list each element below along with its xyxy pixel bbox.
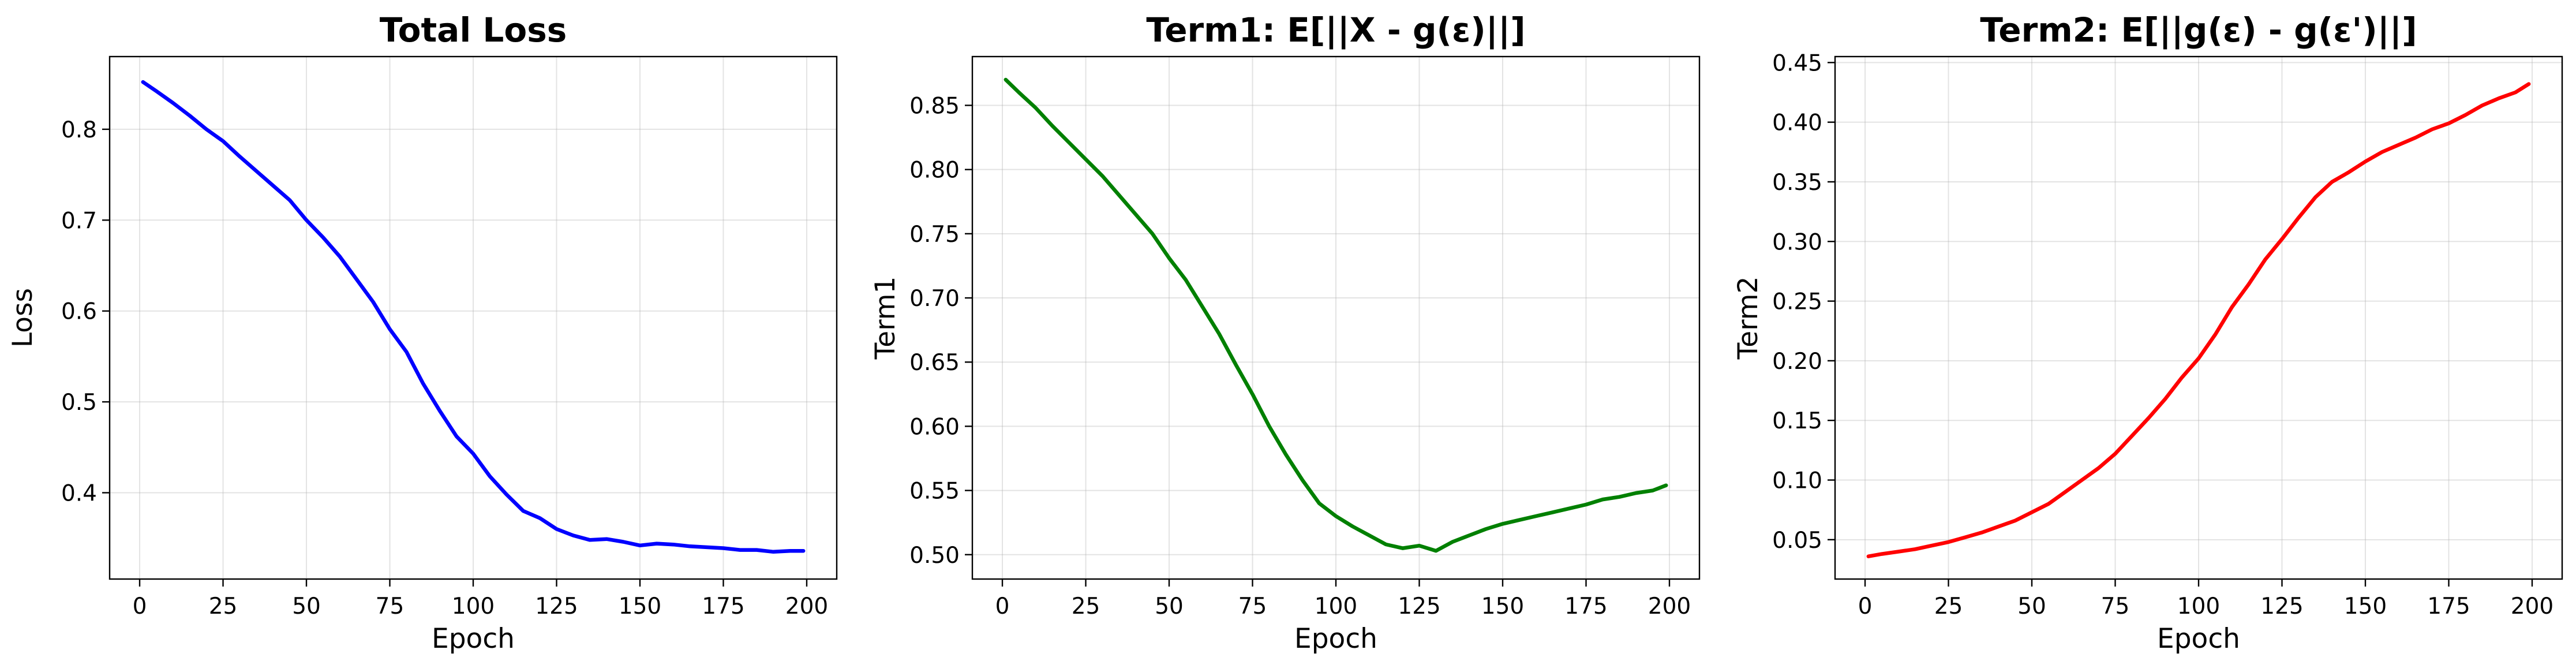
y-tick-label: 0.05 bbox=[1772, 528, 1822, 554]
y-axis-label: Term2 bbox=[1732, 277, 1764, 360]
x-tick-label: 75 bbox=[1238, 593, 1267, 619]
y-tick-label: 0.30 bbox=[1772, 229, 1822, 255]
y-tick-label: 0.45 bbox=[1772, 50, 1822, 76]
y-tick-label: 0.60 bbox=[909, 414, 960, 440]
x-tick-label: 25 bbox=[1934, 593, 1963, 619]
x-tick-label: 0 bbox=[1858, 593, 1873, 619]
x-tick-label: 150 bbox=[619, 593, 661, 619]
x-tick-label: 125 bbox=[535, 593, 578, 619]
x-axis-label: Epoch bbox=[2157, 623, 2240, 655]
y-tick-label: 0.8 bbox=[61, 117, 97, 143]
chart-title: Term1: E[||X - g(ε)||] bbox=[1146, 10, 1525, 50]
y-tick-label: 0.6 bbox=[61, 299, 97, 325]
x-tick-label: 150 bbox=[2344, 593, 2387, 619]
y-tick-label: 0.4 bbox=[61, 480, 97, 506]
x-tick-label: 100 bbox=[452, 593, 495, 619]
plot-frame bbox=[108, 55, 838, 580]
chart-title: Total Loss bbox=[380, 10, 567, 50]
y-tick-label: 0.75 bbox=[909, 222, 960, 248]
x-tick-label: 75 bbox=[376, 593, 405, 619]
y-axis-label: Term1 bbox=[870, 277, 901, 360]
y-tick-label: 0.10 bbox=[1772, 468, 1822, 494]
x-tick-label: 0 bbox=[995, 593, 1010, 619]
chart-panel-1: 0 25 50 75 100 125 150 175 200 0.4 0.5 0.6 0.7 0.8 Tot… bbox=[7, 10, 838, 655]
y-tick-label: 0.50 bbox=[909, 543, 960, 569]
y-tick-label: 0.40 bbox=[1772, 110, 1822, 136]
x-tick-label: 50 bbox=[292, 593, 321, 619]
y-tick-label: 0.65 bbox=[909, 350, 960, 376]
x-tick-label: 0 bbox=[133, 593, 147, 619]
x-tick-label: 175 bbox=[1564, 593, 1607, 619]
series-line-1 bbox=[141, 80, 806, 554]
x-tick-label: 200 bbox=[785, 593, 828, 619]
x-tick-label: 125 bbox=[1398, 593, 1440, 619]
y-tick-label: 0.15 bbox=[1772, 408, 1822, 434]
x-tick-label: 200 bbox=[2511, 593, 2553, 619]
y-tick-label: 0.7 bbox=[61, 208, 97, 234]
x-tick-label: 75 bbox=[2101, 593, 2130, 619]
x-tick-label: 50 bbox=[2017, 593, 2046, 619]
series-line-1 bbox=[1004, 77, 1668, 553]
y-axis-label: Loss bbox=[7, 288, 39, 348]
y-tick-label: 0.85 bbox=[909, 93, 960, 119]
x-tick-label: 175 bbox=[702, 593, 744, 619]
x-tick-label: 25 bbox=[209, 593, 238, 619]
x-tick-label: 175 bbox=[2427, 593, 2470, 619]
y-tick-label: 0.25 bbox=[1772, 289, 1822, 315]
plot-frame bbox=[1834, 55, 2563, 580]
x-tick-label: 150 bbox=[1481, 593, 1524, 619]
x-tick-label: 200 bbox=[1648, 593, 1691, 619]
chart-title: Term2: E[||g(ε) - g(ε')||] bbox=[1980, 10, 2417, 50]
y-tick-label: 0.70 bbox=[909, 286, 960, 312]
x-tick-label: 25 bbox=[1072, 593, 1100, 619]
chart-panel-2: 0 25 50 75 100 125 150 175 200 0.50 0.55 0.60 0.65 0.… bbox=[870, 10, 1701, 655]
x-tick-label: 100 bbox=[1315, 593, 1357, 619]
y-tick-label: 0.20 bbox=[1772, 349, 1822, 375]
y-tick-label: 0.80 bbox=[909, 158, 960, 184]
y-tick-label: 0.35 bbox=[1772, 170, 1822, 196]
plot-frame bbox=[971, 55, 1701, 580]
series-line-1 bbox=[1866, 82, 2531, 558]
x-axis-label: Epoch bbox=[1294, 623, 1377, 655]
y-tick-label: 0.55 bbox=[909, 479, 960, 505]
y-tick-label: 0.5 bbox=[61, 390, 97, 416]
x-tick-label: 50 bbox=[1155, 593, 1184, 619]
x-tick-label: 125 bbox=[2260, 593, 2303, 619]
x-axis-label: Epoch bbox=[432, 623, 515, 655]
x-tick-label: 100 bbox=[2177, 593, 2220, 619]
chart-panel-3: 0 25 50 75 100 125 150 175 200 0.05 0.10 0.15 0.20 0.… bbox=[1732, 10, 2563, 655]
